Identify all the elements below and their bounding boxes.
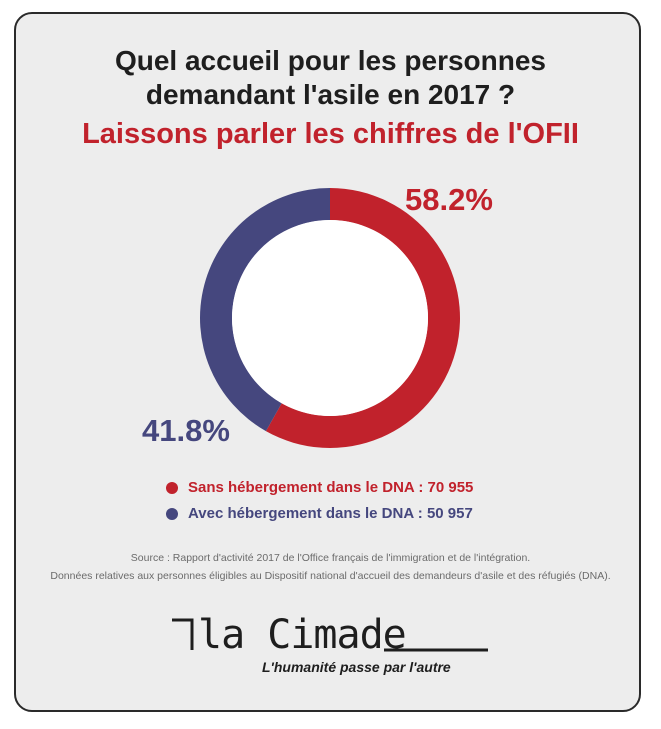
legend-dot-red-icon bbox=[166, 482, 178, 494]
subtitle: Laissons parler les chiffres de l'OFII bbox=[82, 118, 579, 150]
legend-label-avec: Avec hébergement dans le DNA : 50 957 bbox=[188, 505, 473, 522]
donut-slice-avec bbox=[199, 188, 330, 432]
donut-slice-sans bbox=[265, 187, 460, 448]
legend-item-sans: Sans hébergement dans le DNA : 70 955 bbox=[166, 479, 473, 497]
logo-tagline: L'humanité passe par l'autre bbox=[262, 659, 451, 675]
title-line-1: Quel accueil pour les personnes bbox=[114, 45, 547, 76]
logo-bracket-icon bbox=[172, 618, 488, 652]
donut-hole bbox=[232, 220, 428, 416]
logo-name: la Cimade bbox=[198, 612, 407, 658]
slice-label-sans: 58.2% bbox=[405, 182, 493, 217]
legend-dot-blue-icon bbox=[166, 508, 178, 520]
la-cimade-logo: la Cimade L'humanité passe par l'autre bbox=[170, 612, 500, 682]
title-line-2: demandant l'asile en 2017 ? bbox=[145, 79, 516, 110]
source-line-1: Source : Rapport d'activité 2017 de l'Of… bbox=[130, 552, 531, 564]
legend-label-sans: Sans hébergement dans le DNA : 70 955 bbox=[188, 479, 474, 496]
slice-label-avec: 41.8% bbox=[142, 413, 230, 448]
source-line-2: Données relatives aux personnes éligible… bbox=[50, 570, 611, 582]
legend-item-avec: Avec hébergement dans le DNA : 50 957 bbox=[166, 505, 473, 523]
